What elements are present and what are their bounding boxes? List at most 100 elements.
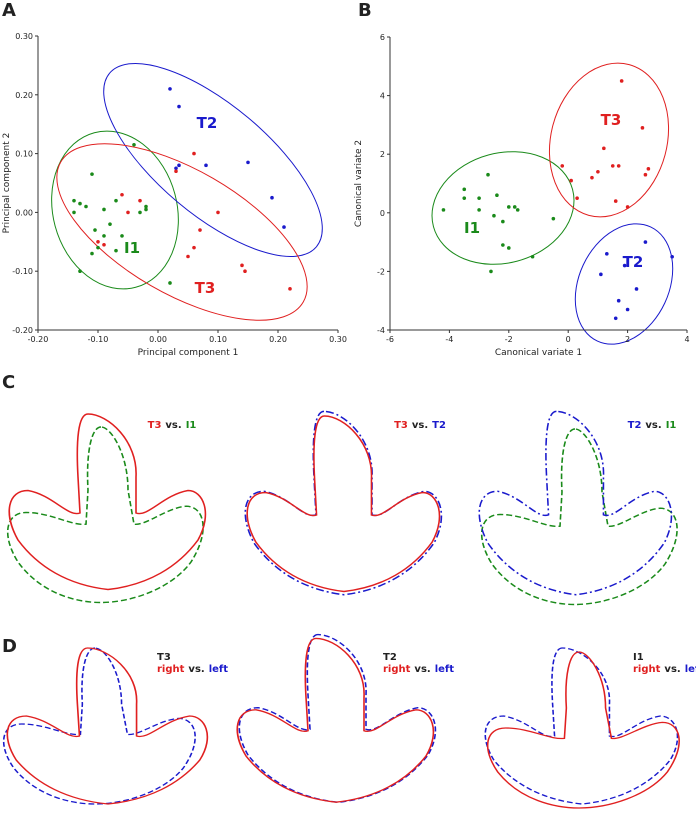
x-tick-label: 0.30	[329, 335, 347, 344]
group-ellipse	[431, 151, 575, 265]
comparison-label: T2 vs. I1	[628, 420, 677, 431]
point	[216, 210, 220, 215]
y-axis-label: Canonical variate 2	[354, 140, 364, 227]
group-ellipse	[103, 63, 323, 257]
x-tick-label: 2	[625, 335, 630, 344]
versus: vs.	[414, 664, 430, 675]
point	[168, 87, 172, 91]
y-tick-label: 0.20	[15, 91, 33, 100]
side: right	[157, 664, 185, 675]
x-tick-label: 0.20	[269, 335, 287, 344]
group-ellipse	[51, 130, 179, 290]
point	[177, 104, 181, 109]
point	[599, 272, 603, 277]
panel-label: C	[2, 372, 15, 393]
point	[102, 207, 106, 212]
point	[492, 213, 496, 218]
x-tick-label: 4	[684, 335, 689, 344]
point	[84, 204, 88, 209]
point	[174, 166, 178, 171]
point	[616, 298, 621, 303]
point	[507, 205, 511, 209]
x-tick-label: -6	[386, 335, 394, 344]
point	[243, 269, 247, 274]
point	[569, 178, 573, 183]
point	[495, 193, 499, 198]
x-tick-label: 0.00	[149, 335, 167, 344]
point	[613, 199, 618, 203]
versus: vs.	[165, 420, 181, 431]
side: left	[435, 664, 455, 675]
x-tick-label: -0.10	[88, 335, 109, 344]
y-tick-label: 0.30	[15, 32, 33, 41]
point	[613, 316, 618, 321]
x-tick-label: 0.10	[209, 335, 227, 344]
point	[78, 201, 82, 206]
point	[462, 196, 467, 200]
x-axis-label: Canonical variate 1	[495, 348, 582, 358]
point	[144, 207, 148, 212]
side: left	[209, 664, 229, 675]
point	[507, 246, 511, 250]
group-label: T2	[197, 114, 218, 132]
outline	[236, 637, 435, 804]
point	[501, 243, 505, 247]
point	[622, 263, 627, 268]
point	[640, 126, 645, 130]
point	[108, 222, 112, 226]
point	[114, 198, 118, 203]
point	[78, 269, 82, 274]
point	[96, 245, 100, 250]
point	[512, 205, 517, 209]
point	[192, 151, 196, 156]
y-tick-label: -2	[377, 267, 385, 276]
y-tick-label: -0.10	[12, 267, 33, 276]
group-title: T2	[383, 652, 397, 663]
outline-pair	[244, 410, 443, 596]
point	[477, 208, 481, 212]
point	[575, 196, 579, 200]
panel-label: B	[358, 0, 372, 21]
point	[120, 192, 124, 197]
y-tick-label: 0.00	[15, 208, 33, 217]
y-tick-label: 4	[380, 92, 385, 101]
point	[114, 248, 118, 253]
point	[596, 169, 600, 174]
point	[102, 242, 106, 247]
comparison-label: T3 vs. I1	[148, 420, 197, 431]
point	[646, 167, 651, 171]
y-tick-label: 2	[380, 150, 385, 159]
point	[174, 169, 178, 174]
point	[551, 216, 556, 221]
group-name: I1	[186, 420, 197, 431]
outline	[8, 413, 207, 591]
side: right	[383, 664, 411, 675]
point	[102, 234, 106, 238]
group-name: T2	[628, 420, 642, 431]
point	[72, 210, 76, 215]
point	[486, 172, 490, 177]
point	[643, 172, 648, 177]
outline	[246, 415, 441, 593]
group-label: T3	[195, 279, 216, 297]
y-tick-label: 0.10	[15, 150, 33, 159]
outline	[480, 428, 678, 606]
point	[177, 163, 181, 168]
point	[515, 208, 520, 212]
point	[670, 254, 674, 259]
versus: vs.	[645, 420, 661, 431]
group-ellipse	[574, 223, 674, 345]
group-label: T2	[623, 253, 644, 271]
point	[643, 240, 648, 244]
point	[240, 263, 244, 268]
point	[489, 269, 493, 274]
point	[204, 163, 208, 168]
point	[192, 245, 196, 250]
group-label: I1	[124, 239, 140, 257]
point	[634, 287, 639, 291]
outline	[244, 410, 443, 596]
side: right	[633, 664, 661, 675]
side: left	[685, 664, 696, 675]
